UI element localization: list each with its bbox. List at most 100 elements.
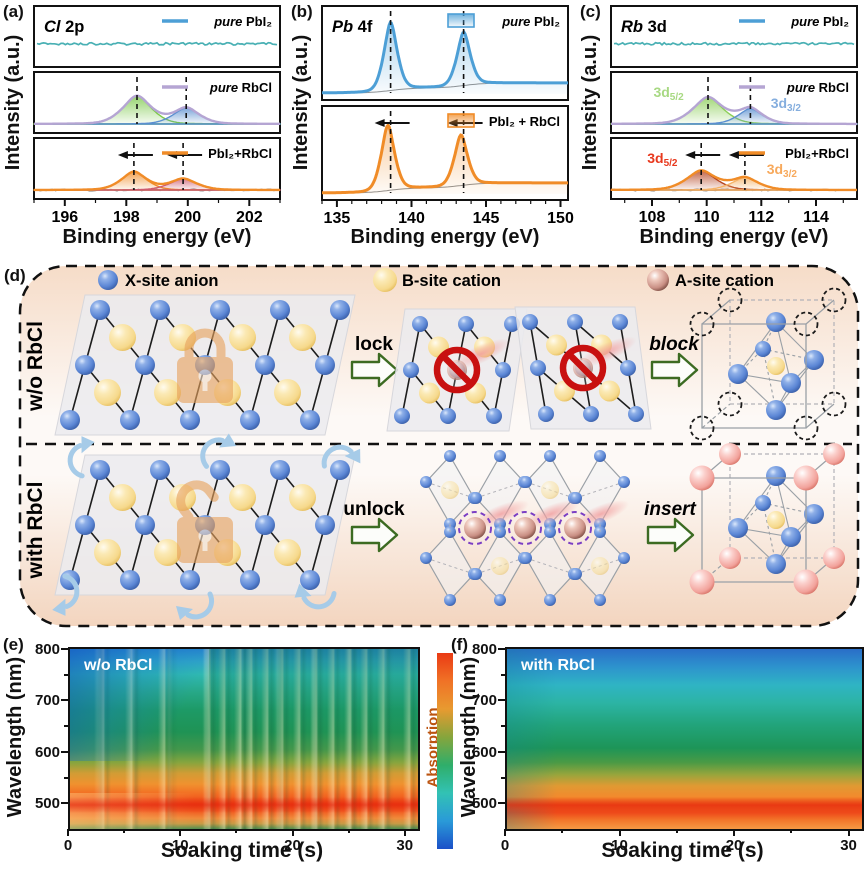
a-site-cation bbox=[793, 465, 819, 491]
blocked-a-site-icon bbox=[559, 336, 637, 392]
panel-label: (c) bbox=[580, 2, 601, 21]
x-site-anion bbox=[766, 400, 786, 420]
x-site-anion bbox=[150, 300, 170, 320]
y-tick-label: 700 bbox=[34, 692, 60, 710]
blocked-a-site-icon bbox=[433, 338, 511, 394]
process-label: block bbox=[649, 334, 700, 355]
x-site-anion bbox=[618, 476, 630, 488]
spectrum-curve bbox=[611, 169, 857, 192]
x-site-anion bbox=[150, 460, 170, 480]
x-tick-label: 200 bbox=[174, 209, 201, 226]
unit-cell-blocked bbox=[689, 287, 847, 441]
x-site-anion bbox=[486, 408, 502, 424]
x-tick-label: 114 bbox=[803, 209, 829, 226]
process-arrow: unlock bbox=[343, 499, 405, 553]
condition-label: w/o RbCl bbox=[84, 657, 153, 674]
absorption-streak bbox=[217, 649, 232, 829]
x-axis-label: Binding energy (eV) bbox=[62, 226, 252, 248]
legend-label: pure RbCl bbox=[209, 80, 272, 95]
unit-cell-inserted bbox=[689, 443, 845, 595]
b-site-cation bbox=[541, 481, 559, 499]
x-axis-label: Binding energy (eV) bbox=[639, 226, 829, 248]
empty-a-site bbox=[689, 311, 715, 337]
x-site-anion bbox=[618, 552, 630, 564]
absorption-streak bbox=[309, 649, 324, 829]
colorbar-gradient bbox=[437, 653, 453, 849]
a-site-cation bbox=[823, 443, 845, 465]
x-tick-label: 110 bbox=[694, 209, 720, 226]
x-tick-label: 0 bbox=[63, 837, 73, 854]
y-tick bbox=[498, 648, 505, 650]
a-site-cation bbox=[689, 465, 715, 491]
spectrum-curve bbox=[322, 20, 568, 95]
xps-plot-pb-4f: Pb 4f pure PbI₂ PbI₂ + RbCl 135 140 145 150 bbox=[321, 5, 574, 226]
spectrum-curve bbox=[34, 94, 280, 125]
y-tick-label: 600 bbox=[471, 743, 497, 761]
x-site-anion bbox=[135, 355, 155, 375]
x-site-anion bbox=[538, 406, 554, 422]
x-tick-label: 150 bbox=[547, 210, 574, 226]
b-site-cation bbox=[767, 357, 785, 375]
absorption-streak bbox=[158, 649, 173, 829]
y-tick-label: 800 bbox=[34, 641, 60, 658]
x-tick bbox=[733, 829, 736, 836]
spectrum-title: Cl 2p bbox=[44, 18, 84, 36]
x-tick-label: 0 bbox=[500, 837, 510, 854]
x-site-anion bbox=[90, 460, 110, 480]
absorption-streak bbox=[326, 649, 341, 829]
x-site-anion bbox=[135, 515, 155, 535]
y-tick-label: 600 bbox=[34, 743, 60, 761]
panel-b-xps-pb4f: (b) Intensity (a.u.) Pb 4f pure PbI₂ PbI₂ … bbox=[288, 0, 576, 258]
spectrum-title: Rb 3d bbox=[621, 18, 667, 36]
process-label: unlock bbox=[343, 499, 405, 520]
x-site-anion bbox=[781, 373, 801, 393]
x-minor-tick bbox=[123, 829, 126, 833]
block-arrow-icon bbox=[650, 352, 699, 388]
x-tick bbox=[179, 829, 182, 836]
x-site-anion bbox=[420, 552, 432, 564]
empty-a-site bbox=[821, 391, 847, 417]
x-minor-tick bbox=[675, 829, 678, 833]
x-site-anion bbox=[495, 362, 511, 378]
x-site-anion bbox=[270, 460, 290, 480]
b-site-cation bbox=[229, 484, 256, 511]
a-site-cation bbox=[719, 443, 741, 465]
x-site-anion bbox=[300, 570, 320, 590]
x-site-anion bbox=[620, 360, 636, 376]
x-site-anion bbox=[804, 350, 824, 370]
legend-item: B-site cation bbox=[373, 268, 501, 292]
x-tick bbox=[504, 829, 506, 836]
process-label: insert bbox=[644, 499, 696, 520]
x-site-anion bbox=[75, 355, 95, 375]
heatmap-gradient bbox=[507, 649, 862, 829]
flat-spectrum-line bbox=[613, 41, 855, 46]
x-site-anion bbox=[412, 316, 428, 332]
inserted-site-ring bbox=[558, 511, 592, 545]
mechanism-schematic: X-site anion B-site cation A-site cation w/… bbox=[18, 264, 860, 628]
legend-item-label: B-site cation bbox=[402, 272, 501, 290]
legend-sphere-icon bbox=[98, 270, 118, 290]
layered-lattice bbox=[54, 454, 356, 596]
absorption-streak bbox=[343, 649, 358, 829]
rotation-arrow-icon bbox=[52, 573, 80, 616]
panel-label: (b) bbox=[291, 2, 313, 21]
process-arrow: block bbox=[649, 334, 700, 388]
b-site-cation bbox=[491, 557, 509, 575]
x-axis-label: Binding energy (eV) bbox=[350, 226, 540, 248]
x-site-anion bbox=[90, 300, 110, 320]
x-site-anion bbox=[255, 355, 275, 375]
x-site-anion bbox=[420, 476, 432, 488]
absorption-streak bbox=[276, 649, 291, 829]
x-site-anion bbox=[544, 450, 556, 462]
empty-a-site bbox=[717, 391, 743, 417]
spectrum-curve bbox=[34, 170, 280, 192]
b-site-cation bbox=[289, 484, 316, 511]
rotation-arrow-icon bbox=[321, 444, 361, 469]
legend-item-label: X-site anion bbox=[125, 272, 219, 290]
panel-c-xps-rb3d: (c) Intensity (a.u.) Rb 3d pure PbI₂ 3d5/2… bbox=[577, 0, 865, 258]
y-minor-tick bbox=[501, 776, 505, 779]
legend-label: pure PbI₂ bbox=[213, 14, 272, 29]
xps-subpanel bbox=[33, 5, 281, 68]
empty-a-site bbox=[689, 415, 715, 441]
x-site-anion bbox=[330, 300, 350, 320]
